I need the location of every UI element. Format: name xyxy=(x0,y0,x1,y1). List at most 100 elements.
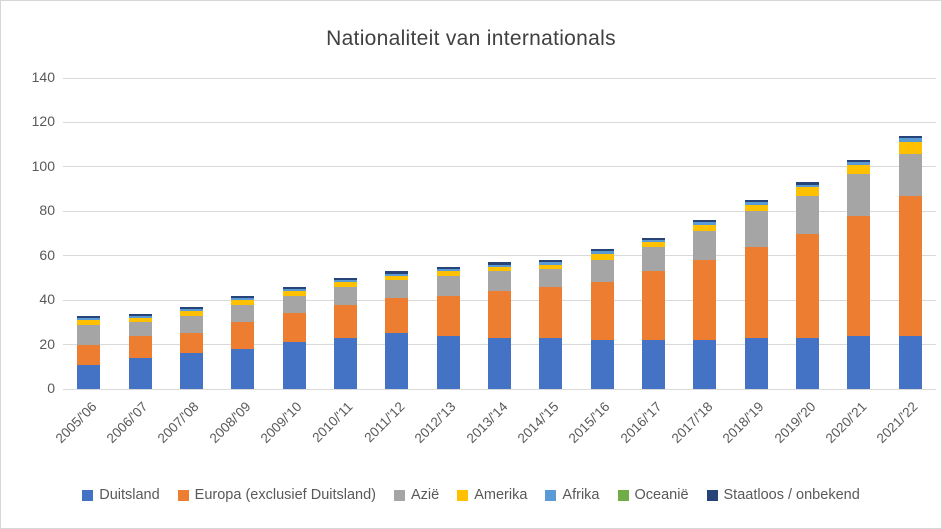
bar-segment-Afrika xyxy=(231,297,255,301)
gridline-140 xyxy=(63,77,936,79)
bar-segment-Staatloos / onbekend xyxy=(590,249,614,252)
bar-segment-Staatloos / onbekend xyxy=(539,260,563,263)
bar-segment-Afrika xyxy=(77,317,101,321)
bar-segment-Staatloos / onbekend xyxy=(693,220,717,223)
gridline-80 xyxy=(63,210,936,212)
bar-2021/'22 xyxy=(898,135,922,389)
bar-2014/'15 xyxy=(539,260,563,389)
bar-segment-Azië xyxy=(436,275,460,296)
bar-2009/'10 xyxy=(282,286,306,389)
bar-segment-Afrika xyxy=(282,289,306,292)
bar-segment-Afrika xyxy=(642,240,666,243)
bar-segment-Europa (exclusief Duitsland) xyxy=(693,260,717,341)
legend-swatch-icon xyxy=(82,489,94,501)
bar-segment-Azië xyxy=(231,304,255,323)
legend-label: Afrika xyxy=(562,487,600,503)
legend-swatch-icon xyxy=(177,489,189,501)
bar-segment-Europa (exclusief Duitsland) xyxy=(436,295,460,336)
bar-segment-Azië xyxy=(539,269,563,287)
bar-segment-Amerika xyxy=(231,300,255,305)
bar-segment-Azië xyxy=(488,271,511,292)
bar-segment-Duitsland xyxy=(796,337,820,389)
bar-segment-Afrika xyxy=(179,309,203,312)
gridline-120 xyxy=(63,121,936,123)
legend-label: Duitsland xyxy=(99,487,160,503)
bar-segment-Staatloos / onbekend xyxy=(898,135,922,139)
bar-segment-Staatloos / onbekend xyxy=(436,266,460,270)
bar-segment-Afrika xyxy=(333,280,357,283)
bar-segment-Amerika xyxy=(898,142,922,154)
bar-segment-Europa (exclusief Duitsland) xyxy=(282,313,306,343)
bar-segment-Afrika xyxy=(128,315,152,318)
bar-segment-Duitsland xyxy=(282,342,306,389)
bar-segment-Amerika xyxy=(693,224,717,232)
bar-2015/'16 xyxy=(590,249,614,389)
bar-segment-Duitsland xyxy=(231,349,255,389)
bar-segment-Duitsland xyxy=(333,337,357,389)
y-tick-label-80: 80 xyxy=(39,202,55,219)
bar-segment-Amerika xyxy=(488,266,511,272)
bar-2012/'13 xyxy=(436,266,460,389)
bar-2007/'08 xyxy=(179,306,203,389)
legend-swatch-icon xyxy=(457,489,469,501)
bar-segment-Duitsland xyxy=(488,337,511,389)
bar-segment-Afrika xyxy=(539,262,563,265)
bar-segment-Staatloos / onbekend xyxy=(744,200,768,203)
bar-segment-Staatloos / onbekend xyxy=(128,313,152,316)
bar-2005/'06 xyxy=(77,315,101,389)
bar-segment-Amerika xyxy=(179,311,203,316)
bar-segment-Europa (exclusief Duitsland) xyxy=(898,195,922,336)
bar-segment-Europa (exclusief Duitsland) xyxy=(128,335,152,358)
bar-segment-Duitsland xyxy=(693,340,717,389)
bar-segment-Azië xyxy=(179,315,203,334)
bar-2011/'12 xyxy=(385,271,409,389)
bar-segment-Europa (exclusief Duitsland) xyxy=(179,333,203,354)
bar-segment-Amerika xyxy=(642,242,666,247)
bar-segment-Amerika xyxy=(282,291,306,296)
bar-segment-Staatloos / onbekend xyxy=(282,286,306,290)
bar-segment-Duitsland xyxy=(436,335,460,389)
y-tick-label-0: 0 xyxy=(47,380,55,396)
bar-segment-Europa (exclusief Duitsland) xyxy=(231,322,255,350)
bar-segment-Afrika xyxy=(436,269,460,272)
bar-segment-Amerika xyxy=(385,275,409,281)
bar-segment-Duitsland xyxy=(847,335,871,389)
bar-segment-Azië xyxy=(744,211,768,247)
bar-segment-Europa (exclusief Duitsland) xyxy=(744,246,768,338)
bar-segment-Afrika xyxy=(898,138,922,143)
bar-segment-Amerika xyxy=(77,320,101,325)
y-tick-label-120: 120 xyxy=(31,113,55,130)
bar-segment-Afrika xyxy=(744,202,768,205)
bar-segment-Afrika xyxy=(488,264,511,267)
bar-segment-Duitsland xyxy=(590,340,614,389)
bar-segment-Amerika xyxy=(590,253,614,261)
bar-segment-Staatloos / onbekend xyxy=(231,295,255,298)
bar-segment-Europa (exclusief Duitsland) xyxy=(488,291,511,338)
legend-label: Amerika xyxy=(474,487,528,503)
bar-segment-Azië xyxy=(693,231,717,261)
legend-item-Afrika: Afrika xyxy=(545,487,600,503)
bar-segment-Azië xyxy=(385,280,409,298)
bar-segment-Duitsland xyxy=(539,337,563,389)
bar-segment-Azië xyxy=(333,286,357,305)
bar-segment-Amerika xyxy=(847,164,871,174)
legend-item-Oceanië: Oceanië xyxy=(617,487,689,503)
y-tick-label-140: 140 xyxy=(31,69,55,85)
bar-segment-Afrika xyxy=(847,162,871,165)
bar-segment-Duitsland xyxy=(385,333,409,389)
legend-label: Staatloos / onbekend xyxy=(723,487,860,503)
legend-swatch-icon xyxy=(706,489,718,501)
bar-segment-Azië xyxy=(128,322,152,336)
bar-segment-Duitsland xyxy=(179,353,203,389)
bar-segment-Europa (exclusief Duitsland) xyxy=(847,215,871,336)
bar-segment-Amerika xyxy=(539,264,563,270)
y-tick-label-100: 100 xyxy=(31,157,55,174)
bar-2010/'11 xyxy=(333,277,357,389)
bar-segment-Europa (exclusief Duitsland) xyxy=(77,344,101,365)
bar-segment-Europa (exclusief Duitsland) xyxy=(385,297,409,334)
bar-segment-Duitsland xyxy=(898,335,922,389)
bar-segment-Azië xyxy=(77,324,101,345)
legend-label: Europa (exclusief Duitsland) xyxy=(194,487,377,503)
bar-segment-Afrika xyxy=(693,222,717,225)
